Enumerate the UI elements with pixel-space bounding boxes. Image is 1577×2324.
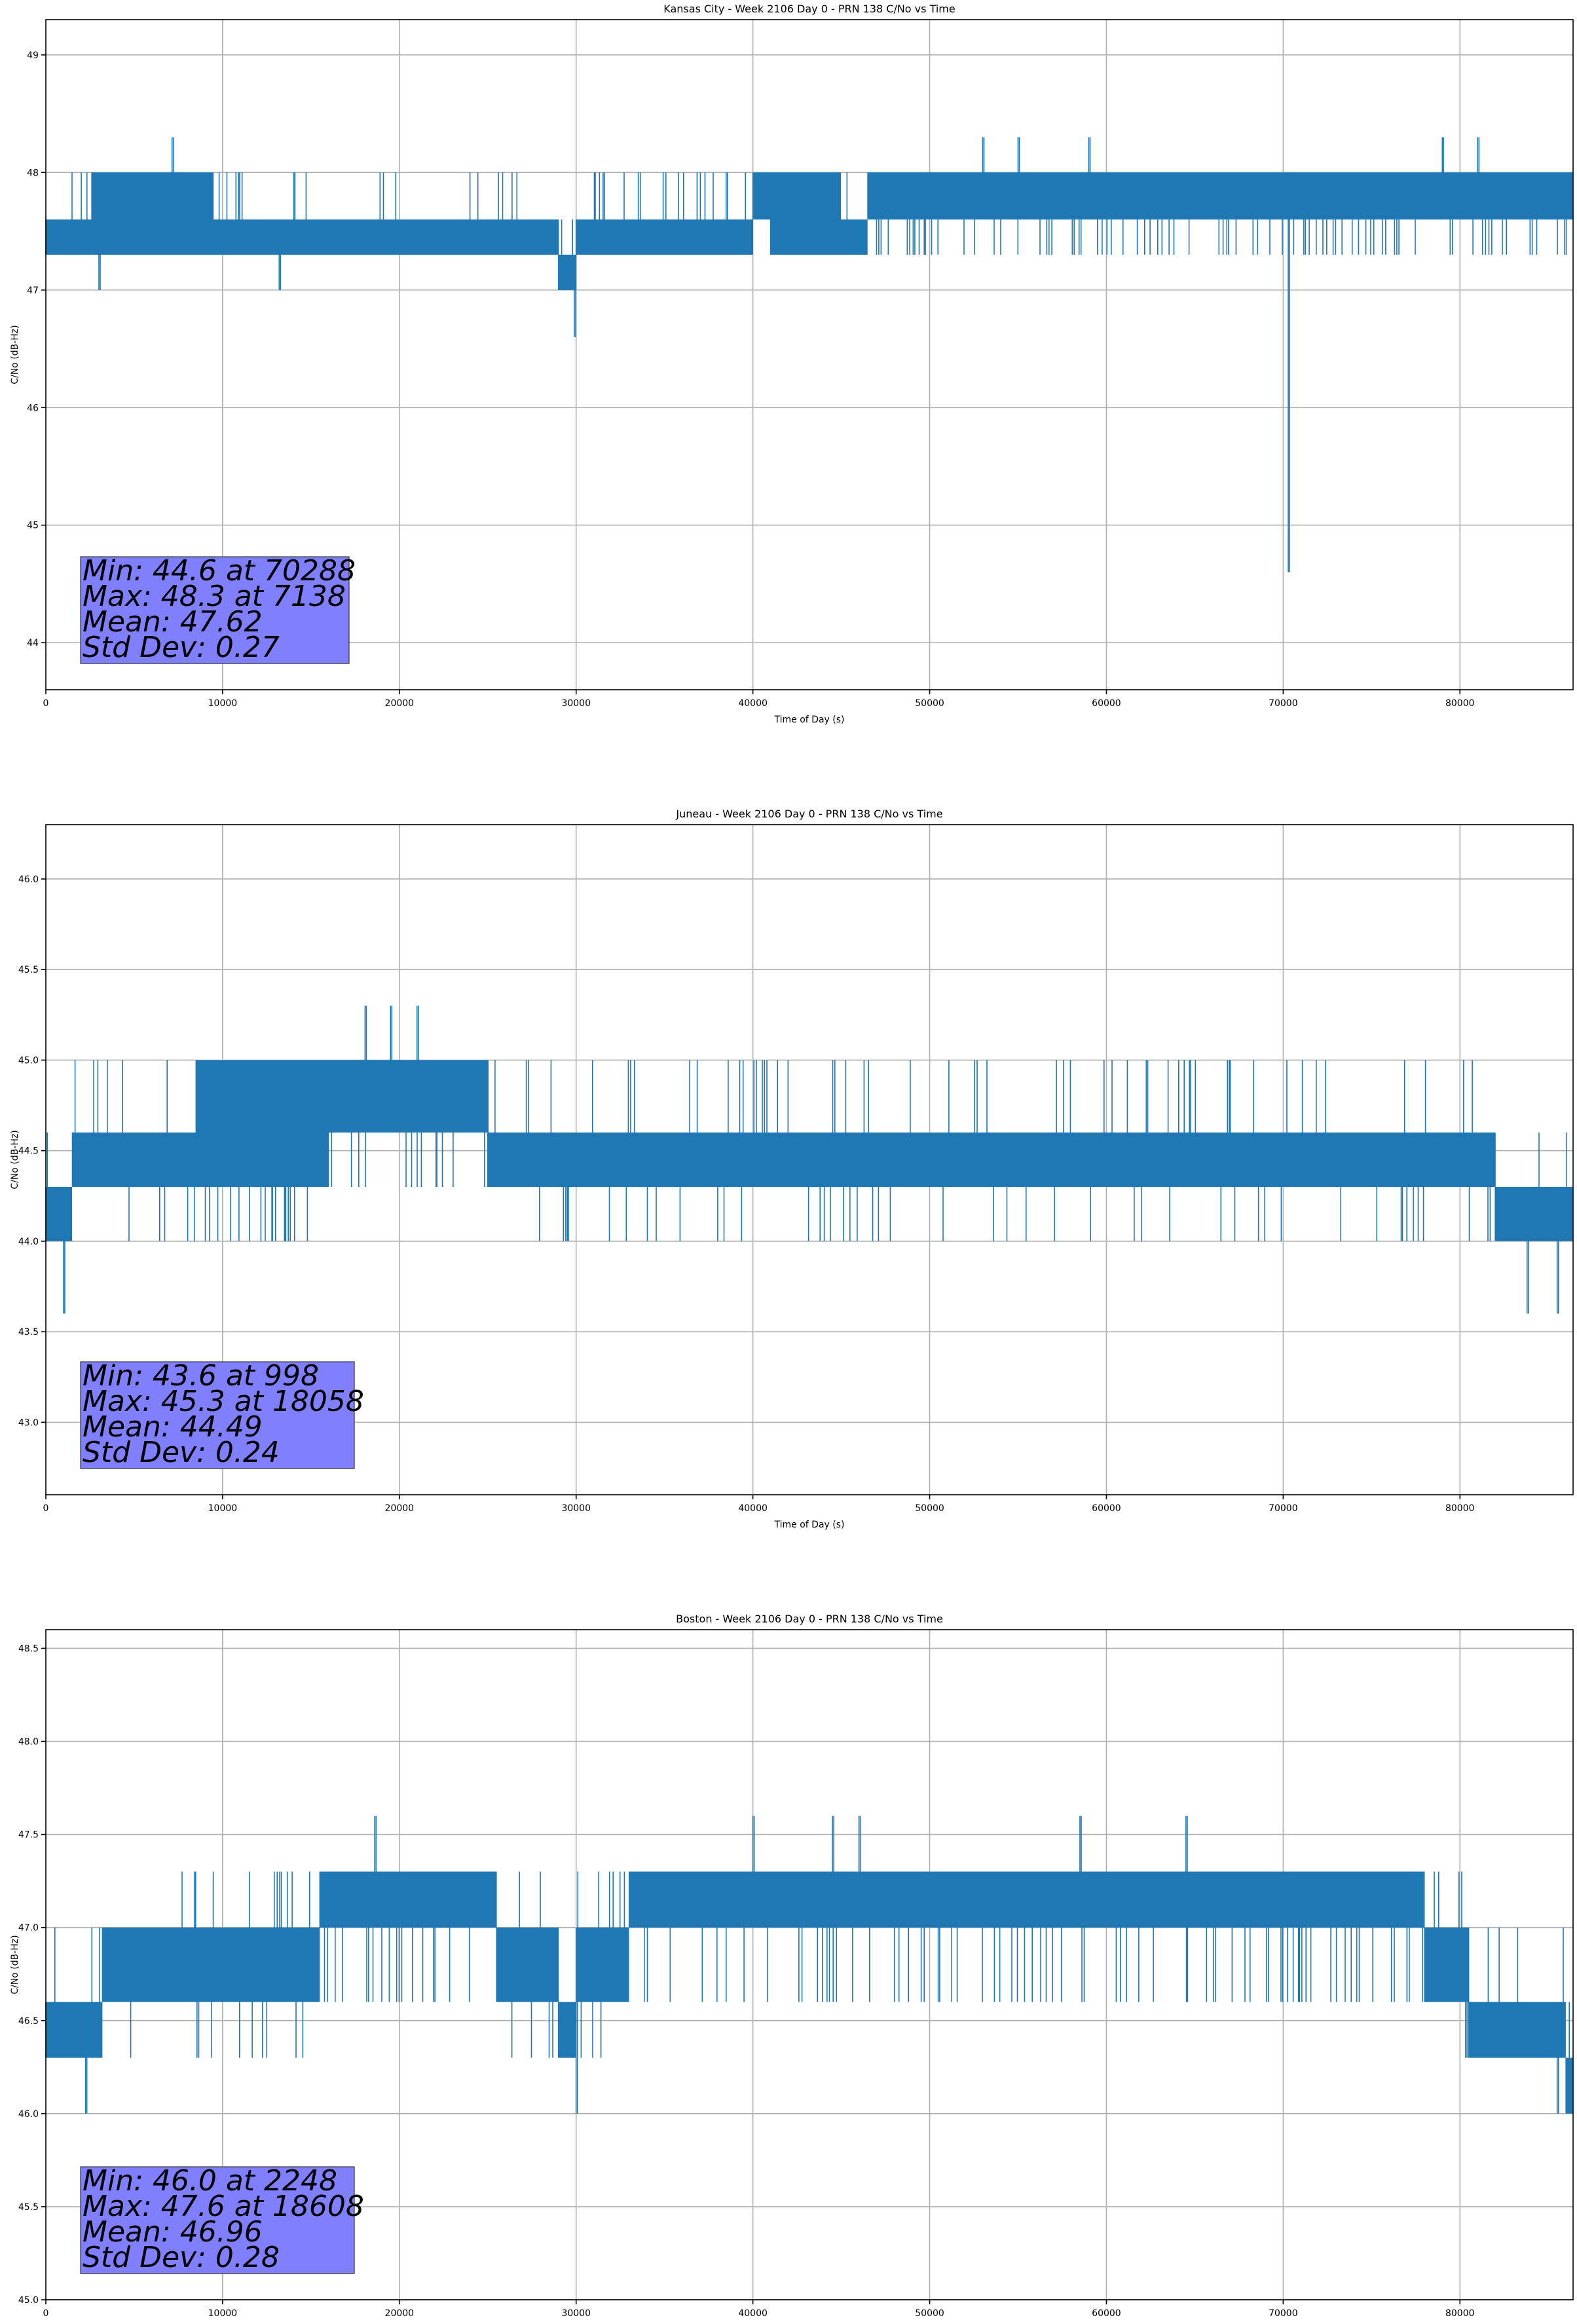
chart-title: Kansas City - Week 2106 Day 0 - PRN 138 … (663, 3, 955, 15)
y-tick-label: 49 (27, 50, 39, 61)
x-tick-label: 80000 (1445, 1503, 1475, 1514)
x-tick-label: 30000 (561, 1503, 591, 1514)
x-tick-label: 20000 (385, 698, 415, 709)
y-tick-label: 45 (27, 521, 39, 531)
stats-mean-text: Mean: 44.49 (83, 1410, 263, 1444)
y-tick-label: 44.5 (18, 1146, 39, 1157)
x-tick-label: 60000 (1092, 1503, 1121, 1514)
x-tick-label: 80000 (1445, 698, 1475, 709)
y-tick-label: 45.0 (18, 2295, 39, 2306)
x-tick-label: 10000 (208, 1503, 238, 1514)
stats-std-text: Std Dev: 0.28 (83, 2241, 280, 2274)
y-axis-label: C/No (dB-Hz) (10, 325, 20, 384)
y-tick-label: 46.5 (18, 2016, 39, 2027)
x-tick-label: 60000 (1092, 2308, 1121, 2319)
y-tick-label: 44.0 (18, 1237, 39, 1247)
stats-mean-text: Mean: 46.96 (83, 2215, 263, 2249)
x-tick-label: 30000 (561, 2308, 591, 2319)
x-tick-label: 40000 (738, 2308, 768, 2319)
x-tick-label: 70000 (1269, 2308, 1298, 2319)
x-tick-label: 40000 (738, 698, 768, 709)
y-tick-label: 48.0 (18, 1737, 39, 1748)
y-tick-label: 43.0 (18, 1417, 39, 1428)
x-tick-label: 50000 (915, 2308, 944, 2319)
y-tick-label: 47 (27, 286, 39, 296)
x-tick-label: 10000 (208, 698, 238, 709)
y-tick-label: 45.5 (18, 2202, 39, 2213)
stats-box (80, 556, 350, 664)
cno-series-line (45, 137, 1574, 572)
y-tick-label: 45.0 (18, 1055, 39, 1066)
x-tick-label: 20000 (385, 2308, 415, 2319)
cno-series-line (45, 1816, 1573, 2114)
y-tick-label: 46.0 (18, 874, 39, 885)
x-tick-label: 0 (43, 1503, 49, 1514)
x-tick-label: 30000 (561, 698, 591, 709)
y-axis-label: C/No (dB-Hz) (10, 1935, 20, 1994)
stats-box (80, 1361, 355, 1469)
stats-std-text: Std Dev: 0.27 (83, 631, 280, 664)
y-tick-label: 46 (27, 403, 39, 413)
chart-title: Juneau - Week 2106 Day 0 - PRN 138 C/No … (675, 808, 942, 820)
stats-min-text: Min: 44.6 at 70288 (83, 554, 356, 588)
y-tick-label: 45.5 (18, 965, 39, 975)
stats-max-text: Max: 47.6 at 18608 (83, 2190, 364, 2223)
y-tick-label: 44 (27, 638, 39, 648)
y-axis-label: C/No (dB-Hz) (10, 1130, 20, 1189)
x-tick-label: 80000 (1445, 2308, 1475, 2319)
x-axis-label: Time of Day (s) (774, 1520, 845, 1530)
y-tick-label: 46.0 (18, 2109, 39, 2120)
x-tick-label: 40000 (738, 1503, 768, 1514)
chart-panel-3: Boston - Week 2106 Day 0 - PRN 138 C/No … (10, 1613, 1574, 2319)
x-tick-label: 70000 (1269, 698, 1298, 709)
stats-min-text: Min: 43.6 at 998 (83, 1359, 319, 1393)
x-axis-label: Time of Day (s) (774, 715, 845, 725)
cno-series-line (45, 1005, 1573, 1314)
y-tick-label: 43.5 (18, 1327, 39, 1338)
stats-std-text: Std Dev: 0.24 (83, 1436, 280, 1469)
x-tick-label: 50000 (915, 1503, 944, 1514)
x-tick-label: 0 (43, 2308, 49, 2319)
y-tick-label: 47.5 (18, 1830, 39, 1841)
x-tick-label: 20000 (385, 1503, 415, 1514)
stats-max-text: Max: 45.3 at 18058 (83, 1385, 364, 1418)
y-tick-label: 47.0 (18, 1923, 39, 1934)
stats-min-text: Min: 46.0 at 2248 (83, 2164, 337, 2198)
x-tick-label: 50000 (915, 698, 944, 709)
x-tick-label: 0 (43, 698, 49, 709)
chart-panel-1: Kansas City - Week 2106 Day 0 - PRN 138 … (10, 3, 1574, 725)
stats-box (80, 2166, 355, 2274)
x-tick-label: 10000 (208, 2308, 238, 2319)
stats-mean-text: Mean: 47.62 (83, 605, 263, 639)
axes-frame (45, 824, 1574, 1495)
y-tick-label: 48 (27, 168, 39, 178)
chart-title: Boston - Week 2106 Day 0 - PRN 138 C/No … (676, 1613, 943, 1625)
axes-frame (45, 1629, 1574, 2300)
axes-frame (45, 19, 1574, 690)
x-tick-label: 60000 (1092, 698, 1121, 709)
y-tick-label: 48.5 (18, 1643, 39, 1654)
stats-max-text: Max: 48.3 at 7138 (83, 580, 346, 613)
chart-panel-2: Juneau - Week 2106 Day 0 - PRN 138 C/No … (10, 808, 1574, 1530)
x-tick-label: 70000 (1269, 1503, 1298, 1514)
